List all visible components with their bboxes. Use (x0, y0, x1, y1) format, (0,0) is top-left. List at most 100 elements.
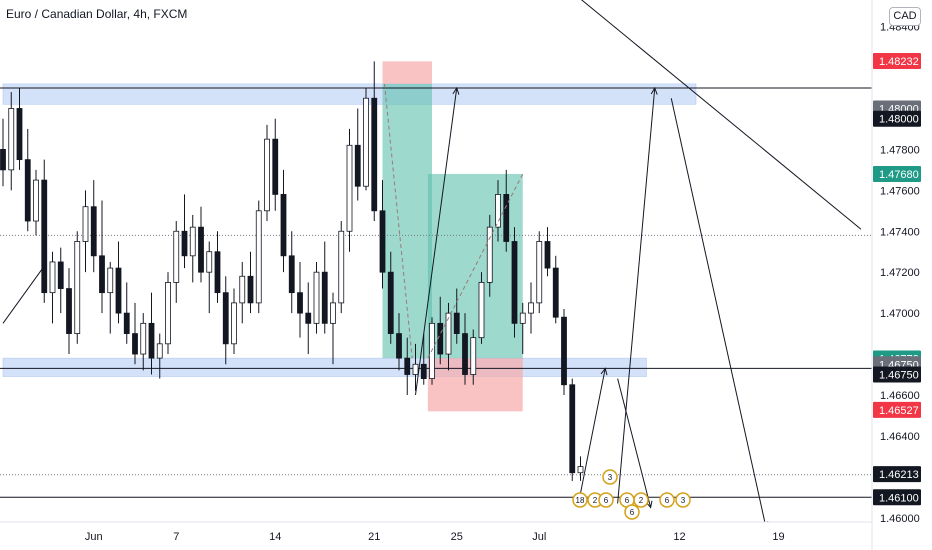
short-position-path-line (384, 83, 413, 359)
candle-up (577, 466, 584, 474)
candle-down (280, 194, 287, 257)
candle-up (264, 138, 270, 212)
event-marker-icon (675, 492, 691, 508)
event-marker[interactable]: 18 (572, 492, 588, 508)
event-marker[interactable]: 6 (624, 504, 640, 520)
candle-down (57, 261, 64, 289)
price-badge (873, 366, 921, 383)
candle-down (379, 210, 386, 273)
event-marker-count: 3 (608, 473, 613, 482)
candle-up (140, 322, 147, 355)
event-marker[interactable]: 3 (602, 469, 618, 485)
candle-up (330, 302, 336, 324)
candle-down (24, 159, 31, 222)
candle-down (16, 108, 23, 161)
support-resistance-zone (2, 357, 647, 377)
candle-up (363, 97, 369, 187)
y-axis-tick-label: 1.46400 (880, 431, 920, 443)
candle-up (74, 241, 81, 334)
y-axis-tick-label: 1.47200 (880, 267, 920, 279)
candle-up (313, 271, 320, 324)
candle-down (552, 267, 559, 318)
event-marker-icon (624, 504, 640, 520)
price-badge-label: 1.46100 (879, 492, 919, 504)
x-axis-tick-label: 19 (772, 531, 784, 543)
price-badge (873, 165, 921, 182)
price-badge-label: 1.46750 (879, 370, 919, 382)
candle-up (173, 230, 180, 283)
candle-up (156, 343, 163, 359)
candle-up (82, 206, 89, 242)
candle-down (90, 206, 97, 257)
y-axis-tick-label: 1.47000 (880, 308, 920, 320)
x-axis-tick-label: 12 (673, 531, 685, 543)
candle-up (33, 179, 39, 222)
candle-down (214, 251, 221, 294)
event-marker-icon (602, 469, 618, 485)
short-position-stop-zone (382, 61, 432, 84)
candle-up (412, 363, 419, 375)
candle-up (49, 261, 56, 294)
candle-down (99, 255, 105, 294)
candle-down (123, 312, 130, 334)
candle-up (528, 302, 534, 314)
event-marker-count: 18 (576, 496, 585, 505)
price-badge (873, 110, 921, 127)
event-marker-count: 6 (630, 508, 635, 517)
candle-down (371, 97, 378, 212)
y-axis-tick-label: 1.47400 (880, 226, 920, 238)
arrow-head (452, 86, 460, 95)
event-marker[interactable]: 6 (659, 492, 675, 508)
event-marker[interactable]: 2 (587, 492, 603, 508)
candle-down (503, 194, 510, 242)
candle-up (470, 337, 477, 375)
projection-arrow (415, 87, 458, 396)
y-axis-tick-label: 1.46000 (880, 513, 920, 525)
price-badge-label: 1.46213 (879, 469, 919, 481)
candle-up (165, 282, 171, 345)
price-badge-label: 1.46527 (879, 405, 919, 417)
price-badge-label: 1.47680 (879, 169, 919, 181)
projection-arrow (670, 98, 766, 522)
event-marker-count: 6 (665, 496, 670, 505)
candle-up (536, 241, 543, 304)
candle-up (445, 312, 452, 355)
x-axis-tick-label: 7 (173, 531, 179, 543)
x-axis-tick-label: 25 (451, 531, 463, 543)
event-marker[interactable]: 3 (675, 492, 691, 508)
chart-title: Euro / Canadian Dollar, 4h, FXCM (6, 7, 188, 21)
candle-up (206, 251, 213, 273)
currency-button[interactable]: CAD (889, 7, 921, 26)
trendline (581, 0, 862, 230)
candle-down (453, 312, 460, 334)
projection-arrow (617, 87, 656, 504)
candle-up (231, 302, 237, 345)
candle-down (115, 267, 122, 314)
projection-arrow (580, 368, 606, 494)
candle-up (519, 312, 526, 324)
event-marker[interactable]: 6 (598, 492, 614, 508)
event-marker-count: 6 (625, 496, 630, 505)
candle-up (486, 226, 493, 283)
candle-up (338, 230, 345, 304)
candle-up (8, 108, 15, 171)
candle-up (189, 226, 196, 257)
candle-down (544, 241, 551, 269)
candle-down (0, 148, 6, 171)
candle-down (321, 271, 328, 324)
candle-down (198, 226, 204, 273)
arrow-head (600, 367, 608, 376)
price-badge-label: 1.48232 (879, 56, 919, 68)
arrow-head (650, 86, 658, 95)
candle-down (305, 312, 312, 324)
candle-down (41, 179, 48, 294)
trendline (2, 265, 45, 324)
x-axis-tick-label: Jun (85, 531, 103, 543)
y-axis-tick-label: 1.46600 (880, 390, 920, 402)
candle-up (255, 210, 262, 304)
event-marker[interactable]: 2 (633, 492, 649, 508)
event-marker-icon (572, 492, 588, 508)
event-marker-count: 2 (639, 496, 644, 505)
